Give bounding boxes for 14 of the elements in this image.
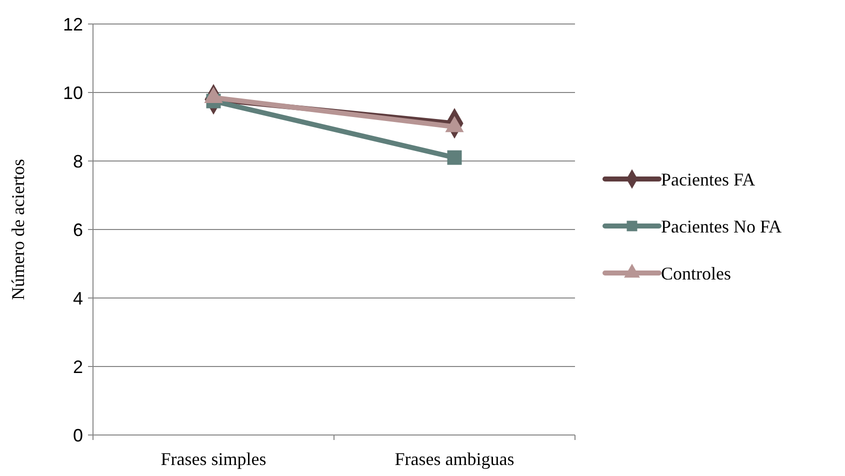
x-tick-label: Frases ambiguas xyxy=(394,449,514,469)
legend-label: Controles xyxy=(661,263,731,284)
y-axis-title: Número de aciertos xyxy=(8,159,28,300)
y-tick-label: 4 xyxy=(72,288,83,308)
y-tick-label: 8 xyxy=(72,151,83,172)
y-tick-label: 2 xyxy=(72,356,83,377)
y-tick-label: 10 xyxy=(62,82,83,103)
y-tick-label: 6 xyxy=(72,220,83,240)
legend-label: Pacientes No FA xyxy=(661,216,782,236)
legend-label: Pacientes FA xyxy=(661,169,756,190)
y-tick-label: 12 xyxy=(62,14,83,34)
y-tick-label: 0 xyxy=(72,425,83,446)
x-tick-label: Frases simples xyxy=(160,449,266,469)
point xyxy=(447,150,462,165)
